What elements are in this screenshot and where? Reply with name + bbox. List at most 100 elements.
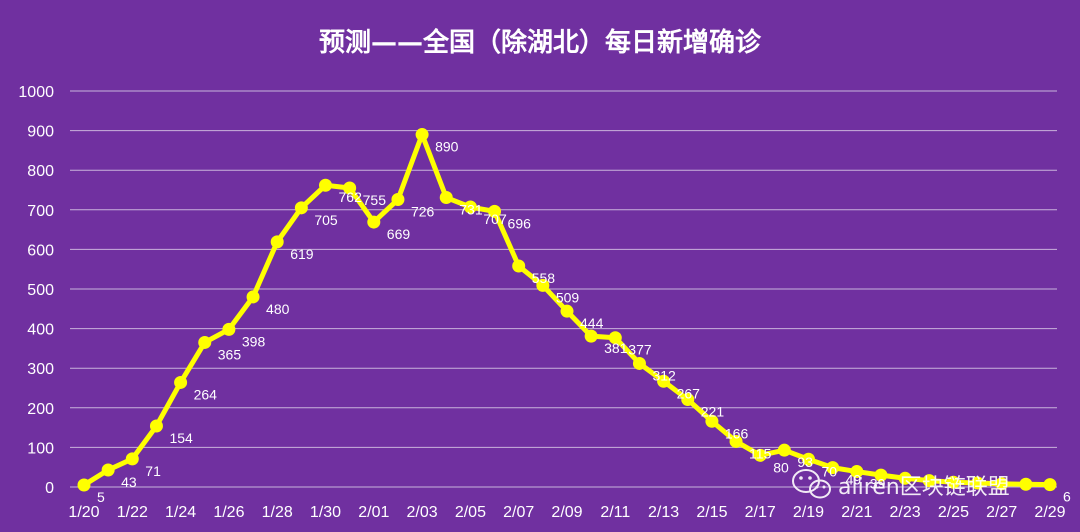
data-label: 43	[121, 474, 137, 490]
data-label: 5	[97, 489, 105, 505]
watermark-text: aliren区块链联盟	[838, 475, 1010, 500]
x-tick-label: 1/24	[165, 504, 196, 521]
data-point	[149, 419, 163, 433]
data-label: 558	[532, 270, 556, 286]
x-tick-label: 2/05	[455, 504, 486, 521]
data-label: 480	[266, 301, 290, 317]
watermark: aliren区块链联盟	[792, 469, 1010, 500]
x-tick-label: 2/13	[648, 504, 679, 521]
data-point	[946, 475, 960, 489]
y-axis-ticks: 0 100 200 300 400 500 600 700 800 900 1000	[18, 84, 54, 497]
data-point	[319, 178, 332, 192]
data-label: 707	[483, 211, 507, 227]
y-tick-label: 100	[27, 440, 54, 457]
data-label: 696	[508, 215, 532, 231]
x-tick-label: 2/17	[745, 504, 776, 521]
y-tick-label: 1000	[18, 84, 54, 101]
data-point	[608, 331, 622, 345]
x-tick-label: 2/23	[890, 504, 921, 521]
y-tick-label: 700	[27, 203, 54, 220]
y-tick-label: 200	[27, 401, 54, 418]
y-tick-label: 600	[27, 242, 54, 259]
data-point	[1043, 478, 1057, 492]
data-point	[657, 374, 671, 388]
x-tick-label: 1/28	[262, 504, 293, 521]
x-tick-label: 2/15	[696, 504, 727, 521]
data-point	[753, 448, 767, 462]
data-point	[971, 476, 985, 490]
gridlines	[70, 90, 1057, 488]
data-point	[632, 356, 646, 370]
data-label: 444	[580, 315, 604, 331]
y-tick-label: 500	[27, 282, 54, 299]
chart-title: 预测——全国（除湖北）每日新增确诊	[319, 27, 762, 58]
x-tick-label: 2/07	[503, 504, 534, 521]
x-axis-ticks: 1/20 1/22 1/24 1/26 1/28 1/30 2/01 2/03 2/05 2/07…	[68, 504, 1065, 521]
data-point	[922, 474, 936, 488]
data-label: 726	[411, 204, 435, 220]
wechat-icon	[792, 469, 831, 499]
data-label: 39	[870, 476, 886, 492]
data-point	[463, 200, 477, 214]
data-point	[367, 215, 381, 229]
data-point	[343, 181, 357, 195]
x-tick-label: 1/22	[117, 504, 148, 521]
data-label: 49	[846, 472, 862, 488]
data-point	[488, 204, 502, 218]
data-point	[512, 259, 526, 273]
data-label: 398	[242, 333, 266, 349]
data-point	[198, 335, 212, 349]
data-point	[995, 477, 1009, 491]
y-tick-label: 400	[27, 322, 54, 339]
x-tick-label: 2/11	[600, 504, 630, 521]
data-point	[174, 375, 188, 389]
data-label: 509	[556, 289, 580, 305]
data-point	[874, 468, 888, 482]
data-point	[101, 463, 115, 477]
x-tick-label: 1/20	[68, 504, 99, 521]
data-point	[294, 201, 308, 215]
data-label: 762	[339, 189, 363, 205]
data-label: 312	[652, 367, 676, 383]
data-point	[802, 452, 815, 466]
data-point	[777, 443, 791, 457]
y-tick-label: 900	[27, 124, 54, 141]
data-point	[560, 304, 574, 318]
data-label: 71	[145, 463, 161, 479]
data-label: 221	[701, 403, 725, 419]
x-tick-label: 2/21	[841, 504, 872, 521]
data-point	[584, 329, 598, 343]
data-point	[1019, 477, 1033, 491]
data-label: 80	[773, 459, 789, 475]
y-tick-label: 300	[27, 361, 54, 378]
data-point	[705, 414, 719, 428]
data-label: 619	[290, 246, 314, 262]
x-tick-label: 2/19	[793, 504, 824, 521]
data-label: 669	[387, 226, 411, 242]
data-label: 93	[797, 454, 813, 470]
data-point	[536, 278, 550, 292]
x-tick-label: 2/01	[358, 504, 389, 521]
x-tick-label: 2/09	[551, 504, 582, 521]
x-tick-label: 2/29	[1034, 504, 1065, 521]
data-point	[898, 471, 912, 485]
x-tick-label: 1/26	[213, 504, 244, 521]
data-label: 154	[169, 430, 193, 446]
data-label: 166	[725, 425, 749, 441]
data-label: 6	[1063, 489, 1071, 505]
data-label: 705	[314, 212, 338, 228]
data-label: 731	[459, 202, 483, 218]
data-label: 381	[604, 340, 628, 356]
data-label: 267	[677, 385, 701, 401]
data-point	[415, 128, 429, 142]
series-line	[77, 128, 1057, 492]
y-tick-label: 0	[45, 480, 54, 497]
data-point	[850, 465, 864, 479]
data-label: 890	[435, 139, 459, 155]
data-label: 365	[218, 346, 242, 362]
data-point	[77, 478, 91, 492]
data-label: 377	[628, 342, 652, 358]
data-point	[270, 235, 284, 249]
